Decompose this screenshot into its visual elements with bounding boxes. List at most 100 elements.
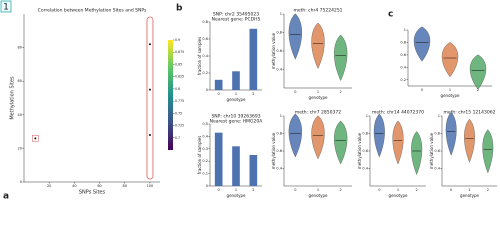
violin xyxy=(288,13,302,60)
chart-title: meth: chr7 2850372 xyxy=(295,110,341,116)
violin xyxy=(373,113,385,158)
y-tick-label: 0.6 xyxy=(400,53,406,57)
point xyxy=(148,88,151,91)
violin xyxy=(311,22,325,69)
violin xyxy=(392,120,404,165)
x-axis-label: genotype xyxy=(227,193,246,198)
x-axis-label: genotype xyxy=(460,193,479,198)
y-tick-label: 0.8 xyxy=(276,31,282,35)
y-tick-label: 0.8 xyxy=(362,132,368,136)
y-tick-label: 0.4 xyxy=(276,68,282,72)
y-tick-label: 0.6 xyxy=(434,149,440,153)
y-tick-label: 0.8 xyxy=(276,132,282,136)
colorbar-tick-label: 0.75 xyxy=(175,111,182,115)
y-tick-label: 0.6 xyxy=(362,149,368,153)
y-tick-label: 0 xyxy=(206,88,208,92)
chart-subtitle: Nearest gene: PCDH5 xyxy=(212,17,261,23)
x-tick-label: 1 xyxy=(397,188,399,192)
y-tick-label: 0.6 xyxy=(276,49,282,53)
x-tick-label: 2 xyxy=(252,92,254,96)
bar xyxy=(249,155,258,186)
y-tick-label: 0.6 xyxy=(276,149,282,153)
y-tick-label: 0.8 xyxy=(434,132,440,136)
colorbar xyxy=(168,40,173,150)
y-tick-label: 0 xyxy=(206,184,208,188)
x-tick-label: 1 xyxy=(317,90,319,94)
y-axis-label: methylation value xyxy=(429,132,434,169)
x-tick-label: 1 xyxy=(235,92,237,96)
violin xyxy=(464,118,475,163)
page: 1 a b c 0 20 40 60 80 Correlation between Met… xyxy=(0,0,497,202)
x-tick-label: 0 xyxy=(294,188,296,192)
x-tick-label: 2 xyxy=(252,188,254,192)
y-tick-label: 20 xyxy=(18,146,22,150)
y-tick-label: 1 xyxy=(280,114,282,118)
x-tick-label: 1 xyxy=(468,188,470,192)
x-tick-label: 1 xyxy=(235,188,237,192)
y-tick-label: 0.8 xyxy=(202,20,208,24)
x-tick-label: 0 xyxy=(294,90,296,94)
highlight-box xyxy=(146,16,154,180)
y-axis-label: Methylation Sites xyxy=(10,76,16,120)
x-axis-label: genotype xyxy=(389,193,408,198)
bar xyxy=(214,132,223,186)
x-tick-label: 40 xyxy=(72,184,76,188)
y-tick-label: 0.2 xyxy=(202,159,208,163)
panel-label: b xyxy=(176,4,183,14)
violin xyxy=(482,129,494,174)
colorbar-tick-label: 0.825 xyxy=(175,75,184,79)
y-tick-label: 0.4 xyxy=(202,54,208,58)
point xyxy=(148,43,151,46)
chart-title: Correlation between Methylation Sites an… xyxy=(38,8,147,14)
x-axis-label: SNPs Sites xyxy=(79,190,106,196)
bar xyxy=(214,79,223,90)
x-axis-label: genotype xyxy=(227,97,246,102)
y-tick-label: 1 xyxy=(438,114,440,118)
violin xyxy=(288,113,302,158)
x-axis-label: genotype xyxy=(441,93,460,98)
y-tick-label: 60 xyxy=(18,79,22,83)
x-tick-label: 100 xyxy=(147,184,154,188)
colorbar-tick-label: 0.85 xyxy=(175,62,182,66)
chart-title: SNP: chr2 35495023 xyxy=(213,12,259,18)
y-tick-label: 0.4 xyxy=(362,167,368,171)
x-tick-label: 0 xyxy=(218,188,220,192)
violin xyxy=(469,54,487,90)
panel-label: c xyxy=(388,10,393,20)
y-tick-label: 0.4 xyxy=(434,167,440,171)
y-tick-label: 0.1 xyxy=(202,172,208,176)
y-tick-label: 0.2 xyxy=(400,78,406,82)
chart-subtitle: Nearest gene: HMG20A xyxy=(210,119,264,125)
x-tick-label: 2 xyxy=(340,188,342,192)
violin xyxy=(334,120,348,165)
badge: 1 xyxy=(3,3,9,13)
x-tick-label: 0 xyxy=(218,92,220,96)
chart-title: SNP: chr10 39263693 xyxy=(211,114,260,120)
y-tick-label: 0.3 xyxy=(202,147,208,151)
x-tick-label: 2 xyxy=(487,188,489,192)
y-tick-label: 80 xyxy=(18,46,22,50)
violin xyxy=(311,115,325,160)
violin xyxy=(445,111,457,156)
x-tick-label: 0 xyxy=(378,188,380,192)
y-tick-label: 0.4 xyxy=(400,65,406,69)
x-tick-label: 2 xyxy=(340,90,342,94)
highlight-box xyxy=(146,16,154,180)
colorbar-tick-label: 0.7 xyxy=(175,136,180,140)
x-tick-label: 1 xyxy=(449,88,451,92)
chart-title: meth: chr4 75224251 xyxy=(293,8,342,14)
y-axis-label: methylation value xyxy=(271,32,276,69)
y-tick-label: 0.6 xyxy=(202,37,208,41)
violin xyxy=(411,131,423,175)
violin xyxy=(334,34,348,81)
violin xyxy=(413,26,431,62)
x-tick-label: 60 xyxy=(97,184,101,188)
y-tick-label: 0.8 xyxy=(400,40,406,44)
y-tick-label: 1 xyxy=(280,12,282,16)
y-tick-label: 1 xyxy=(366,114,368,118)
y-tick-label: 0.4 xyxy=(276,167,282,171)
point xyxy=(148,133,151,136)
x-axis-label: genotype xyxy=(309,193,328,198)
y-axis-label: fraction of samples xyxy=(197,37,202,75)
x-tick-label: 20 xyxy=(47,184,51,188)
